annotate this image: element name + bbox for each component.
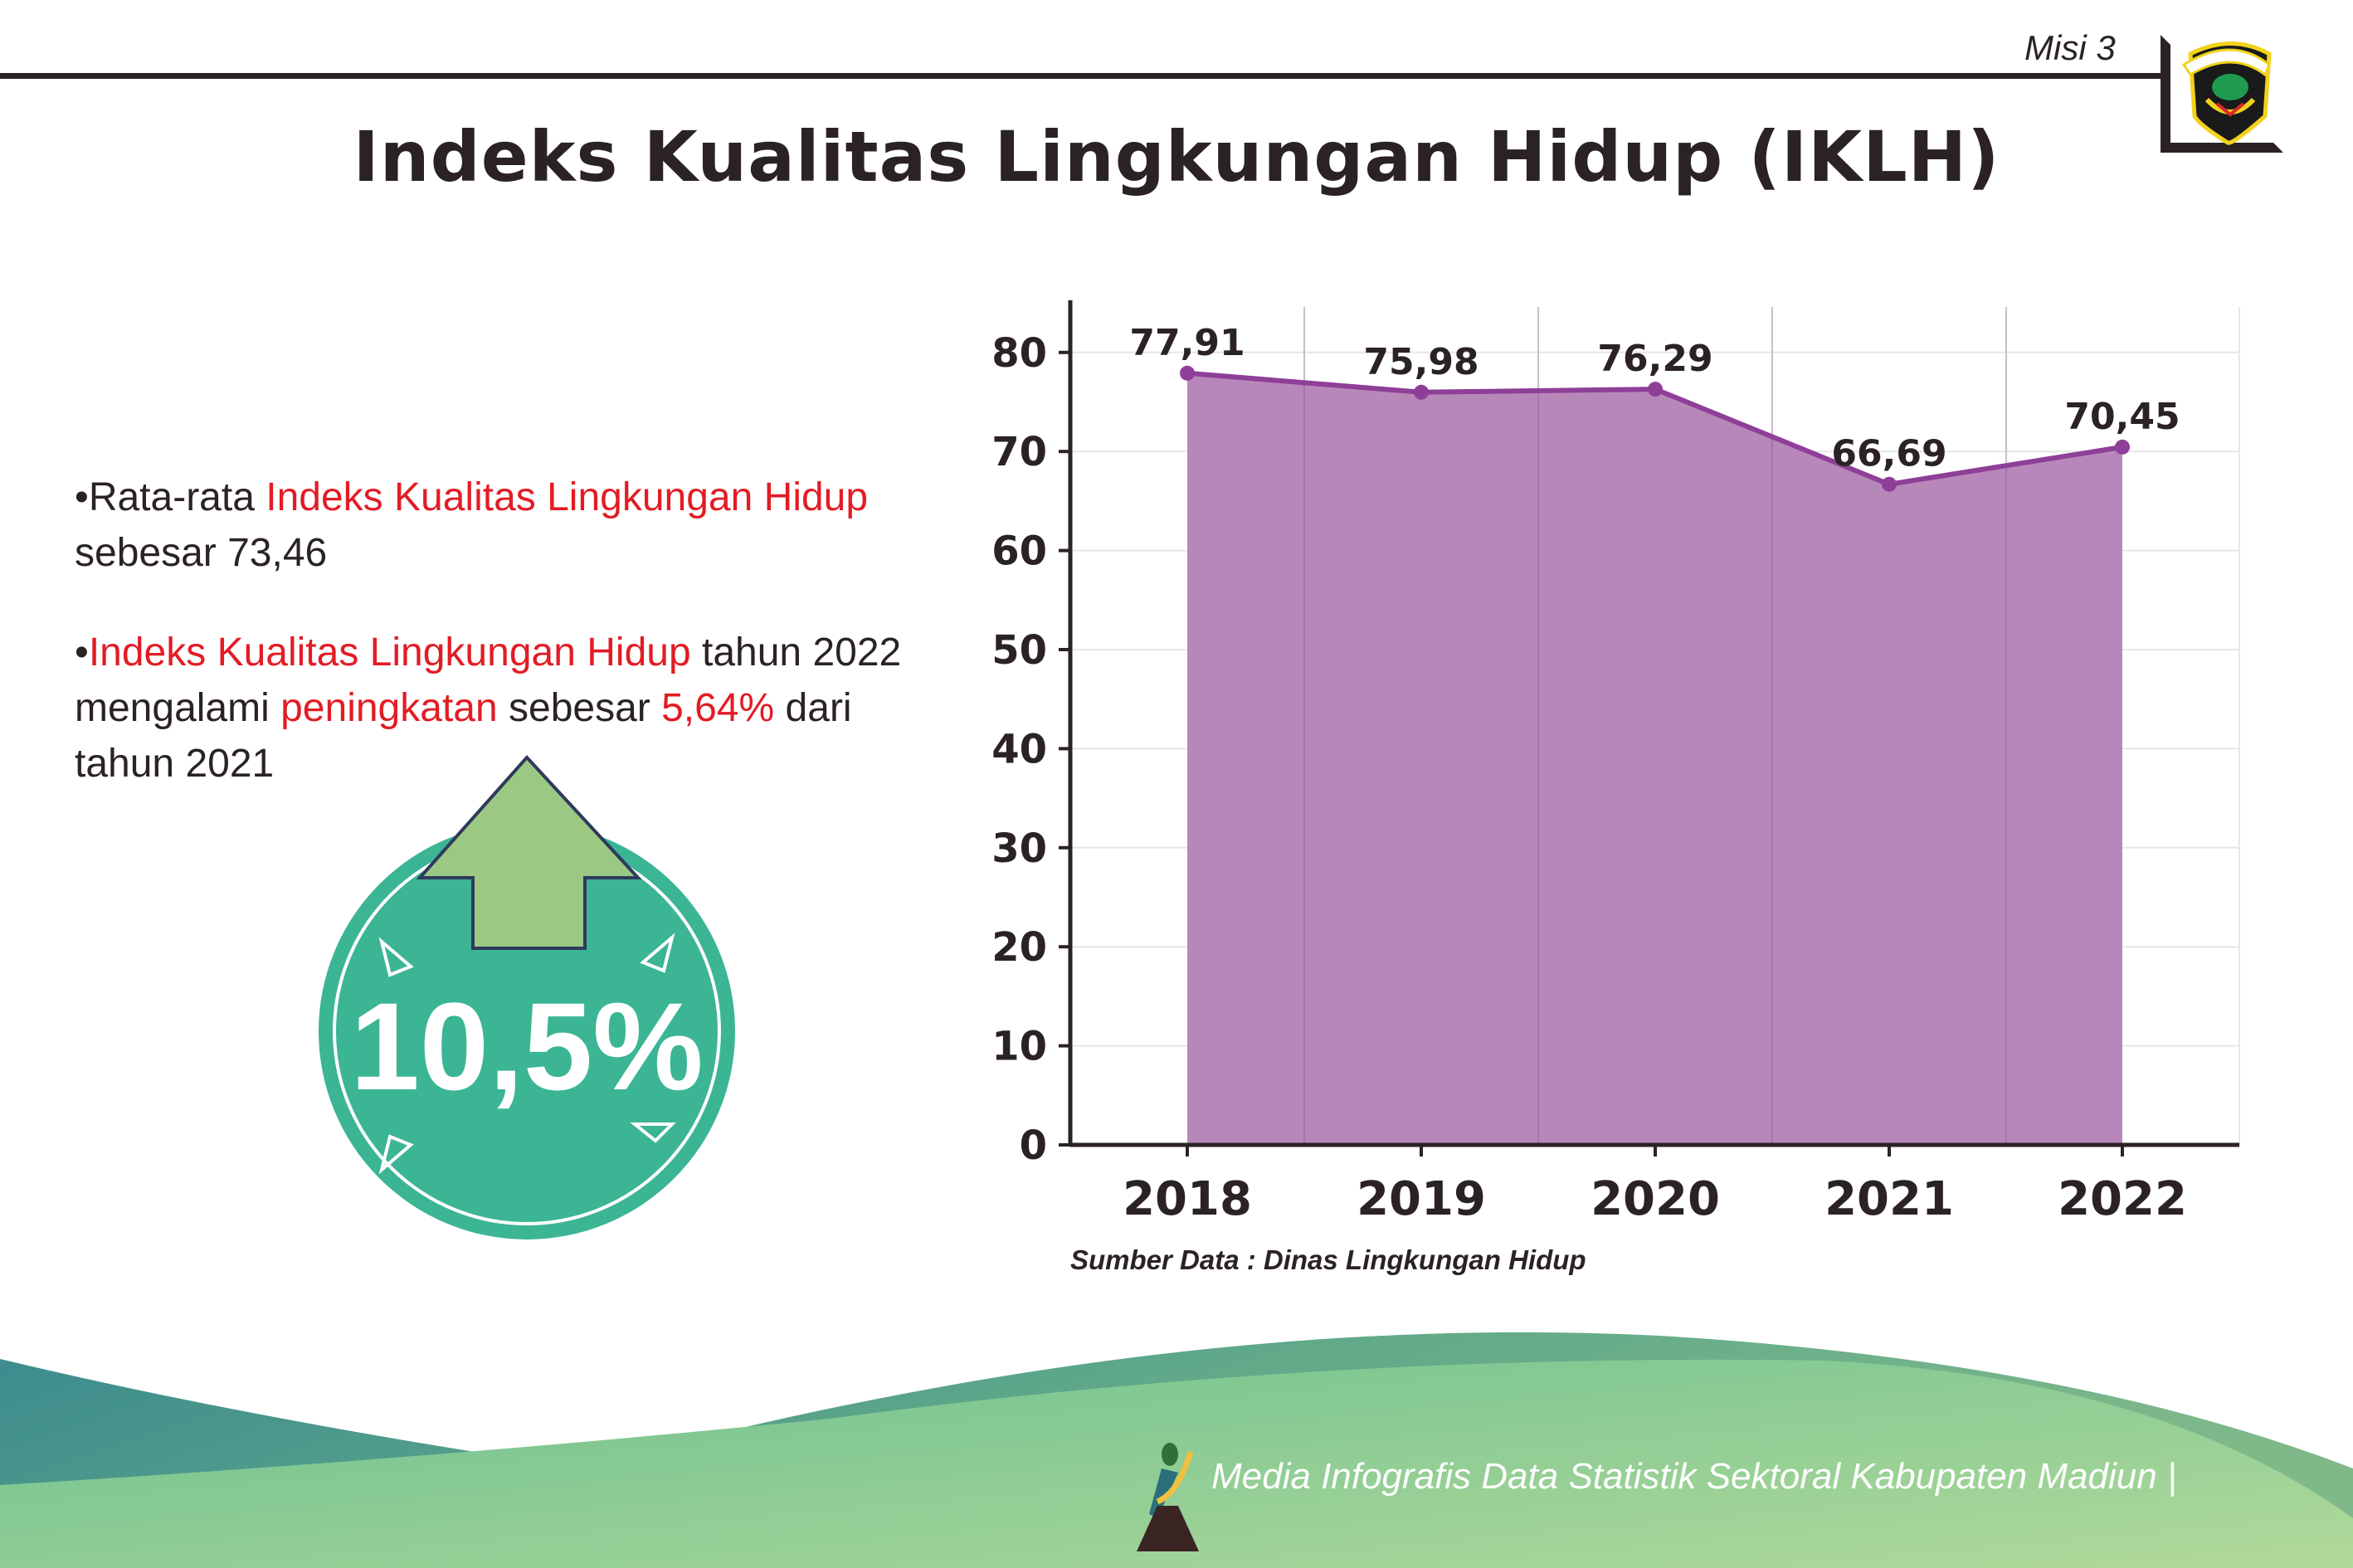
y-tick-label-50: 50: [991, 627, 1047, 674]
data-label-2022: 70,45: [2064, 396, 2180, 438]
area-fill: [1187, 373, 2122, 1145]
kabupaten-madiun-logo: [2181, 41, 2272, 145]
bullet-change: •Indeks Kualitas Lingkungan Hidup tahun …: [75, 631, 902, 786]
increase-badge: [319, 755, 735, 1239]
statistik-mascot-logo: [1137, 1443, 1199, 1551]
y-tick-label-80: 80: [991, 330, 1047, 377]
data-label-2018: 77,91: [1129, 322, 1245, 364]
header-rule: [0, 73, 2162, 79]
data-label-2019: 75,98: [1363, 341, 1479, 383]
data-point-2022: [2115, 439, 2130, 455]
data-source: Sumber Data : Dinas Lingkungan Hidup: [1070, 1244, 1586, 1275]
y-tick-label-0: 0: [1020, 1122, 1047, 1169]
x-tick-label-2019: 2019: [1357, 1172, 1486, 1226]
page-title: Indeks Kualitas Lingkungan Hidup (IKLH): [353, 116, 2000, 197]
header-frame: [0, 35, 2283, 153]
y-tick-label-60: 60: [991, 528, 1047, 575]
iklh-area-chart: 77,91 75,98 76,29 66,69 70,45 0 10 20 30 40 50 60 70…: [991, 300, 2240, 1226]
data-label-2020: 76,29: [1597, 338, 1712, 380]
bullet-average: •Rata-rata Indeks Kualitas Lingkungan Hi…: [75, 475, 869, 575]
y-tick-label-10: 10: [991, 1024, 1047, 1070]
up-arrow-icon: [416, 755, 642, 950]
x-tick-label-2020: 2020: [1591, 1172, 1720, 1226]
x-tick-label-2018: 2018: [1123, 1172, 1252, 1226]
data-point-2021: [1882, 476, 1897, 492]
data-point-2019: [1414, 384, 1429, 400]
x-tick-label-2022: 2022: [2058, 1172, 2187, 1226]
badge-circle: [319, 823, 735, 1239]
sparkle-icons: [378, 933, 676, 1175]
y-tick-label-30: 30: [991, 825, 1047, 872]
section-label: Misi 3: [2024, 28, 2116, 67]
data-point-2020: [1648, 382, 1663, 397]
x-tick-label-2021: 2021: [1824, 1172, 1954, 1226]
y-tick-label-40: 40: [991, 726, 1047, 772]
y-tick-label-20: 20: [991, 924, 1047, 971]
badge-value: 10,5%: [350, 976, 704, 1116]
footer-wave: [0, 1332, 2353, 1568]
footer-text: Media Infografis Data Statistik Sektoral…: [1211, 1456, 2177, 1497]
y-tick-label-70: 70: [991, 429, 1047, 475]
data-point-2018: [1180, 365, 1195, 381]
data-label-2021: 66,69: [1831, 433, 1946, 475]
